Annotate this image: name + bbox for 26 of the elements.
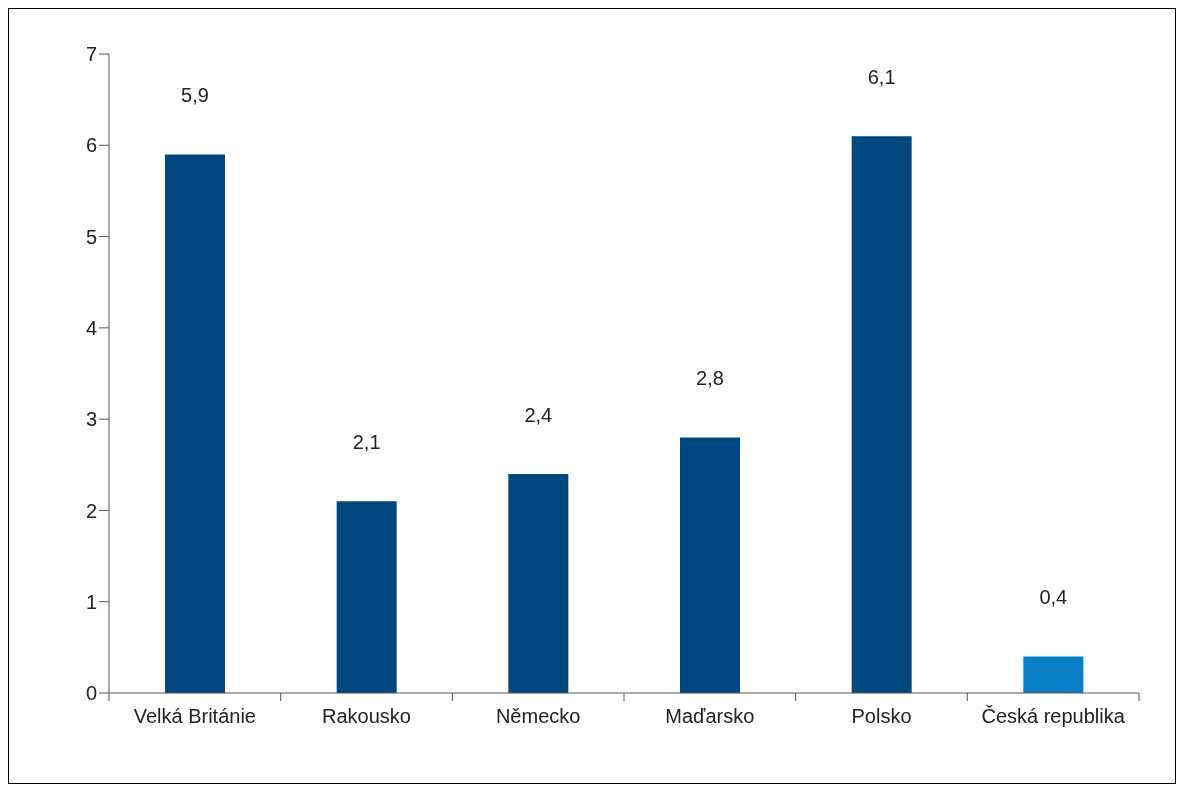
y-tick-label: 6 [85,134,97,157]
bar [851,136,912,693]
data-label: 5,9 [181,84,209,107]
bar [680,437,740,693]
y-tick-label: 5 [85,225,97,248]
x-tick-label: Polsko [851,705,912,727]
y-tick-label: 0 [85,682,97,705]
x-tick-label: Německo [495,705,581,727]
data-label: 2,4 [524,403,553,426]
bar [508,473,569,693]
x-tick-label: Velká Británie [133,705,256,727]
x-tick-label: Česká republika [981,705,1126,727]
data-label: 0,4 [1039,586,1068,609]
data-label: 6,1 [867,66,896,89]
data-label: 2,1 [352,431,381,454]
y-tick-label: 7 [85,43,97,66]
y-tick-label: 3 [85,408,97,431]
bar [165,154,225,693]
x-tick-label: Maďarsko [665,705,755,727]
x-tick-label: Rakousko [322,705,411,727]
y-tick-label: 2 [85,499,97,522]
data-label: 2,8 [696,367,724,390]
y-tick-label: 4 [85,316,97,339]
bar [1023,656,1084,693]
y-tick-label: 1 [85,590,97,613]
bar [336,501,397,693]
